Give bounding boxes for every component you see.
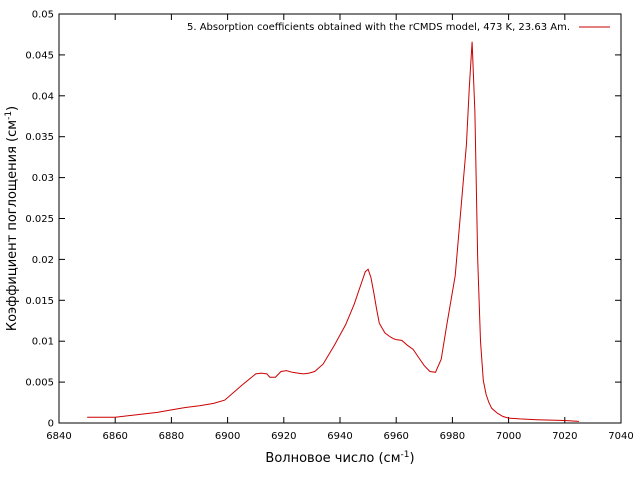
x-tick-label: 7020	[552, 431, 577, 442]
y-tick-label: 0.045	[25, 50, 54, 61]
y-tick-label: 0.01	[32, 337, 54, 348]
y-tick-label: 0.005	[25, 378, 54, 389]
series-line	[87, 41, 579, 422]
x-tick-label: 6940	[327, 431, 352, 442]
y-axis-title: Коэффициент поглощения (см-1)	[4, 106, 20, 331]
y-tick-label: 0.03	[32, 173, 54, 184]
x-axis-title: Волновое число (см-1)	[265, 450, 414, 466]
x-tick-label: 6840	[46, 431, 71, 442]
y-tick-label: 0.02	[32, 255, 54, 266]
x-tick-label: 6920	[271, 431, 296, 442]
x-tick-label: 6900	[215, 431, 240, 442]
x-tick-label: 6960	[383, 431, 408, 442]
series-group	[87, 41, 579, 422]
x-tick-label: 7040	[608, 431, 633, 442]
x-tick-label: 6980	[440, 431, 465, 442]
axis-ticks	[58, 13, 622, 424]
y-tick-label: 0.025	[25, 214, 54, 225]
x-tick-label: 6880	[159, 431, 184, 442]
x-tick-label: 7000	[496, 431, 521, 442]
legend: 5. Absorption coefficients obtained with…	[187, 22, 610, 33]
plot-frame	[58, 13, 622, 424]
y-tick-label: 0.015	[25, 296, 54, 307]
x-tick-label: 6860	[102, 431, 127, 442]
axis-tick-labels: 6840 6860 6880 6900 6920 6940 6960 6980 7000 7020…	[25, 10, 633, 443]
y-tick-label: 0.04	[32, 91, 54, 102]
y-tick-label: 0.035	[25, 132, 54, 143]
legend-label: 5. Absorption coefficients obtained with…	[187, 22, 570, 33]
y-tick-label: 0	[48, 419, 54, 430]
y-tick-label: 0.05	[32, 10, 54, 21]
